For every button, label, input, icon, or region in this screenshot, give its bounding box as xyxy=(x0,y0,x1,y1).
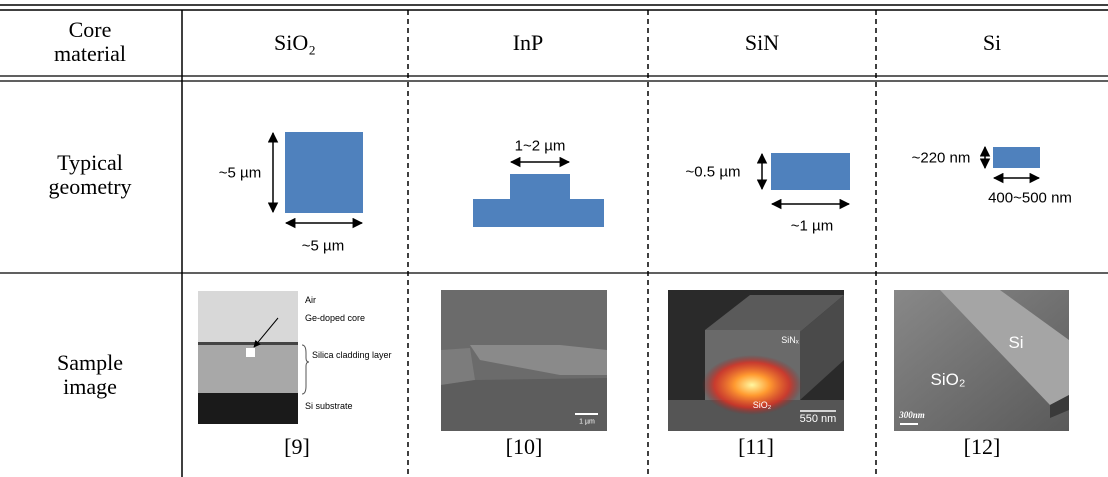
column-header: InP xyxy=(513,31,544,55)
image-label: Si xyxy=(1008,333,1023,353)
dimension-label: ~1 µm xyxy=(791,218,833,235)
image-label: SiO₂ xyxy=(931,370,966,390)
row-header: Core material xyxy=(35,18,145,66)
dimension-label: ~5 µm xyxy=(302,238,344,255)
dimension-label: ~5 µm xyxy=(219,165,261,182)
column-header: Si xyxy=(983,31,1001,55)
dimension-label: ~0.5 µm xyxy=(686,164,741,181)
reference: [12] xyxy=(964,435,1001,459)
column-header: SiN xyxy=(745,31,779,55)
reference: [10] xyxy=(506,435,543,459)
dimension-label: ~220 nm xyxy=(912,150,971,167)
image-label: 300nm xyxy=(899,410,925,420)
image-label: SiO₂ xyxy=(753,400,772,410)
reference: [11] xyxy=(738,435,774,459)
dimension-label: 1~2 µm xyxy=(515,138,566,155)
table-figure: Core material SiO₂ InP SiN Si Typical ge… xyxy=(0,0,1108,477)
image-label: 1 µm xyxy=(579,419,595,426)
row-header: Typical geometry xyxy=(35,151,145,199)
dimension-arrows xyxy=(273,133,1039,223)
table-graphics xyxy=(0,0,1108,477)
image-label: 550 nm xyxy=(800,413,837,425)
dimension-label: 400~500 nm xyxy=(988,190,1072,207)
image-label: SiNₓ xyxy=(781,335,798,345)
row-header: Sample image xyxy=(35,351,145,399)
image-label: Silica cladding layer xyxy=(312,350,392,360)
geometry-shapes xyxy=(285,132,1040,227)
image-label: Ge-doped core xyxy=(305,313,365,323)
column-header: SiO₂ xyxy=(274,31,316,55)
image-label: Si substrate xyxy=(305,401,353,411)
image-label: Air xyxy=(305,295,316,305)
reference: [9] xyxy=(284,435,310,459)
